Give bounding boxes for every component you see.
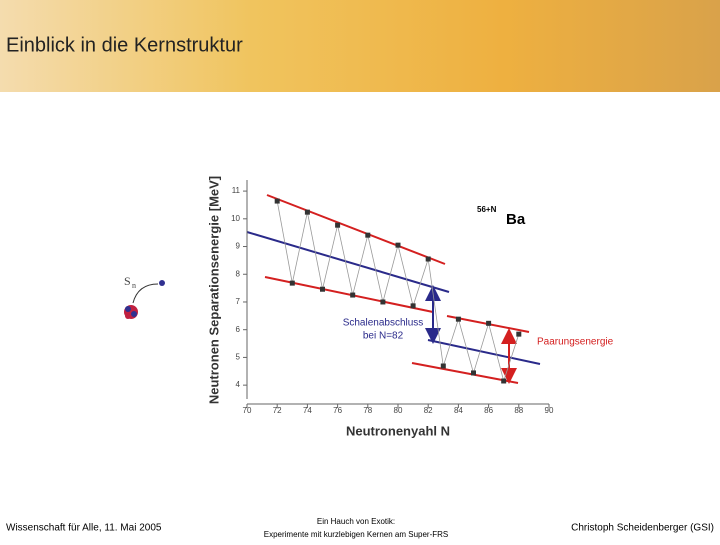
fit-lines (246, 194, 541, 384)
data-point (501, 378, 507, 384)
data-point (516, 331, 522, 337)
x-tick-label: 72 (273, 406, 282, 415)
x-tick-label: 82 (424, 406, 433, 415)
icon-label: S (124, 274, 131, 288)
data-point (380, 299, 386, 305)
data-point (395, 242, 401, 248)
x-tick-label: 88 (514, 406, 523, 415)
data-point (486, 320, 492, 326)
x-tick-label: 86 (484, 406, 493, 415)
data-point (365, 232, 371, 238)
y-tick-label: 7 (236, 297, 241, 306)
slide-title: Einblick in die Kernstruktur (6, 34, 243, 56)
data-point (304, 209, 310, 215)
y-tick-label: 5 (236, 353, 241, 362)
icon-label: n (132, 281, 136, 290)
footer-left: Wissenschaft für Alle, 11. Mai 2005 (6, 523, 162, 534)
x-tick-label: 74 (303, 406, 312, 415)
annotation: bei N=82 (363, 331, 404, 342)
y-tick-label: 8 (236, 269, 241, 278)
nucleus-label: Ba (506, 211, 526, 228)
footer-center: Ein Hauch von Exotik: (317, 517, 395, 526)
banner (0, 0, 720, 92)
y-tick-label: 10 (231, 214, 240, 223)
data-point (455, 316, 461, 322)
data-point (320, 286, 325, 292)
y-tick-label: 9 (236, 242, 241, 251)
y-axis-label: Neutronen Separationsenergie [MeV] (206, 176, 221, 404)
footer-right: Christoph Scheidenberger (GSI) (571, 523, 714, 534)
series-line (276, 200, 520, 383)
data-point (274, 198, 280, 204)
data-point (335, 222, 341, 228)
x-tick-label: 70 (243, 406, 252, 415)
x-tick-label: 84 (454, 406, 463, 415)
annotation: Paarungsenergie (537, 337, 614, 348)
x-tick-label: 78 (363, 406, 372, 415)
x-axis-label: Neutronenyahl N (346, 423, 450, 438)
data-point (350, 292, 356, 298)
nucleus-icon (124, 280, 165, 319)
annotation: Schalenabschluss (343, 318, 424, 329)
y-tick-label: 11 (232, 186, 241, 195)
data-point (471, 370, 476, 376)
x-tick-label: 76 (333, 406, 342, 415)
data-point (410, 303, 416, 309)
nucleus-label: 56+N (477, 205, 497, 214)
data-point (289, 280, 295, 286)
y-tick-label: 4 (236, 380, 241, 389)
y-tick-label: 6 (236, 325, 241, 334)
data-point (440, 363, 446, 369)
footer-center: Experimente mit kurzlebigen Kernen am Su… (264, 530, 449, 539)
data-point (425, 256, 431, 262)
x-tick-label: 90 (545, 406, 554, 415)
x-tick-label: 80 (394, 406, 403, 415)
